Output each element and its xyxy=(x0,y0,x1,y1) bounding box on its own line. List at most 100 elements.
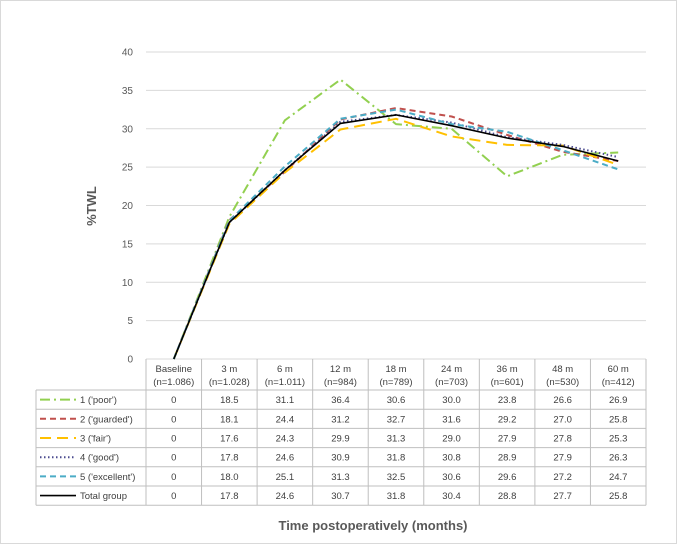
series-line xyxy=(173,114,619,360)
table-value: 26.6 xyxy=(553,395,572,406)
table-value: 25.3 xyxy=(609,434,628,445)
series-line xyxy=(172,117,619,360)
y-tick-label: 35 xyxy=(122,86,134,97)
table-value: 30.8 xyxy=(442,453,461,464)
table-value: 30.6 xyxy=(442,472,461,483)
x-category-n-label: (n=412) xyxy=(602,377,635,388)
series-line xyxy=(172,108,619,360)
table-value: 31.3 xyxy=(331,472,350,483)
table-value: 24.3 xyxy=(276,434,295,445)
table-value: 26.3 xyxy=(609,453,628,464)
table-value: 28.8 xyxy=(498,491,517,502)
table-value: 31.1 xyxy=(276,395,295,406)
table-value: 31.8 xyxy=(387,491,406,502)
table-value: 23.8 xyxy=(498,395,517,406)
table-value: 31.8 xyxy=(387,453,406,464)
x-axis-label: Time postoperatively (months) xyxy=(278,518,467,533)
table-value: 27.7 xyxy=(553,491,572,502)
legend-label: 3 ('fair') xyxy=(80,434,111,445)
gridlines xyxy=(146,51,646,360)
table-value: 30.6 xyxy=(387,395,406,406)
series-lines xyxy=(172,78,619,360)
table-value: 24.4 xyxy=(276,414,295,425)
table-value: 24.6 xyxy=(276,491,295,502)
y-tick-label: 10 xyxy=(122,278,134,289)
x-category-label: 18 m xyxy=(385,364,406,375)
y-axis-label: %TWL xyxy=(84,186,99,226)
x-category-n-label: (n=601) xyxy=(491,377,524,388)
table-value: 17.8 xyxy=(220,491,239,502)
table-value: 32.5 xyxy=(387,472,406,483)
table-value: 17.6 xyxy=(220,434,239,445)
table-value: 27.9 xyxy=(498,434,517,445)
x-category-label: 60 m xyxy=(608,364,629,375)
table-value: 17.8 xyxy=(220,453,239,464)
x-category-label: 6 m xyxy=(277,364,293,375)
table-value: 31.3 xyxy=(387,434,406,445)
y-tick-label: 40 xyxy=(122,48,134,59)
x-category-n-label: (n=530) xyxy=(546,377,579,388)
table-value: 0 xyxy=(171,414,176,425)
x-category-n-label: (n=1.011) xyxy=(265,377,305,388)
y-tick-label: 15 xyxy=(122,239,134,250)
y-tick-label: 20 xyxy=(122,201,134,212)
table-value: 26.9 xyxy=(609,395,628,406)
x-category-n-label: (n=1.028) xyxy=(209,377,250,388)
x-category-label: Baseline xyxy=(156,364,192,375)
x-category-label: 3 m xyxy=(221,364,237,375)
table-value: 30.7 xyxy=(331,491,350,502)
y-tick-label: 30 xyxy=(122,124,134,135)
table-value: 29.2 xyxy=(498,414,517,425)
table-value: 0 xyxy=(171,491,176,502)
table-value: 27.9 xyxy=(553,453,572,464)
table-value: 25.8 xyxy=(609,491,628,502)
table-value: 30.9 xyxy=(331,453,350,464)
x-category-n-label: (n=789) xyxy=(379,377,412,388)
x-category-label: 48 m xyxy=(552,364,573,375)
table-value: 25.1 xyxy=(276,472,295,483)
legend-label: Total group xyxy=(80,491,127,502)
legend-label: 5 ('excellent') xyxy=(80,472,135,483)
table-value: 31.2 xyxy=(331,414,350,425)
series-line xyxy=(172,113,619,360)
table-value: 31.6 xyxy=(442,414,461,425)
table-value: 18.1 xyxy=(220,414,239,425)
table-value: 36.4 xyxy=(331,395,350,406)
table-value: 27.8 xyxy=(553,434,572,445)
table-value: 0 xyxy=(171,395,176,406)
table-value: 0 xyxy=(171,472,176,483)
table-value: 30.0 xyxy=(442,395,461,406)
table-value: 27.2 xyxy=(553,472,572,483)
table-value: 29.9 xyxy=(331,434,350,445)
table-value: 18.5 xyxy=(220,395,239,406)
table-value: 24.7 xyxy=(609,472,628,483)
series-line xyxy=(172,78,619,360)
table-value: 27.0 xyxy=(553,414,572,425)
x-category-label: 24 m xyxy=(441,364,462,375)
table-value: 29.0 xyxy=(442,434,461,445)
legend-label: 1 ('poor') xyxy=(80,395,117,406)
y-tick-label: 0 xyxy=(127,355,133,366)
x-category-n-label: (n=984) xyxy=(324,377,357,388)
x-category-n-label: (n=703) xyxy=(435,377,468,388)
table-value: 29.6 xyxy=(498,472,517,483)
y-axis-ticks: 0 5 10 15 20 25 30 35 40 xyxy=(122,48,134,366)
legend-label: 2 ('guarded') xyxy=(80,414,133,425)
x-category-label: 36 m xyxy=(497,364,518,375)
x-category-n-label: (n=1.086) xyxy=(153,377,194,388)
table-value: 24.6 xyxy=(276,453,295,464)
table-value: 0 xyxy=(171,434,176,445)
table-value: 30.4 xyxy=(442,491,461,502)
table-value: 18.0 xyxy=(220,472,239,483)
series-line xyxy=(172,107,619,360)
table-value: 0 xyxy=(171,453,176,464)
legend-label: 4 ('good') xyxy=(80,453,119,464)
table-value: 32.7 xyxy=(387,414,406,425)
table-value: 28.9 xyxy=(498,453,517,464)
x-category-label: 12 m xyxy=(330,364,351,375)
table-value: 25.8 xyxy=(609,414,628,425)
data-table: Baseline (n=1.086) 3 m (n=1.028) 6 m (n=1.011… xyxy=(35,359,647,506)
y-tick-label: 25 xyxy=(122,163,134,174)
